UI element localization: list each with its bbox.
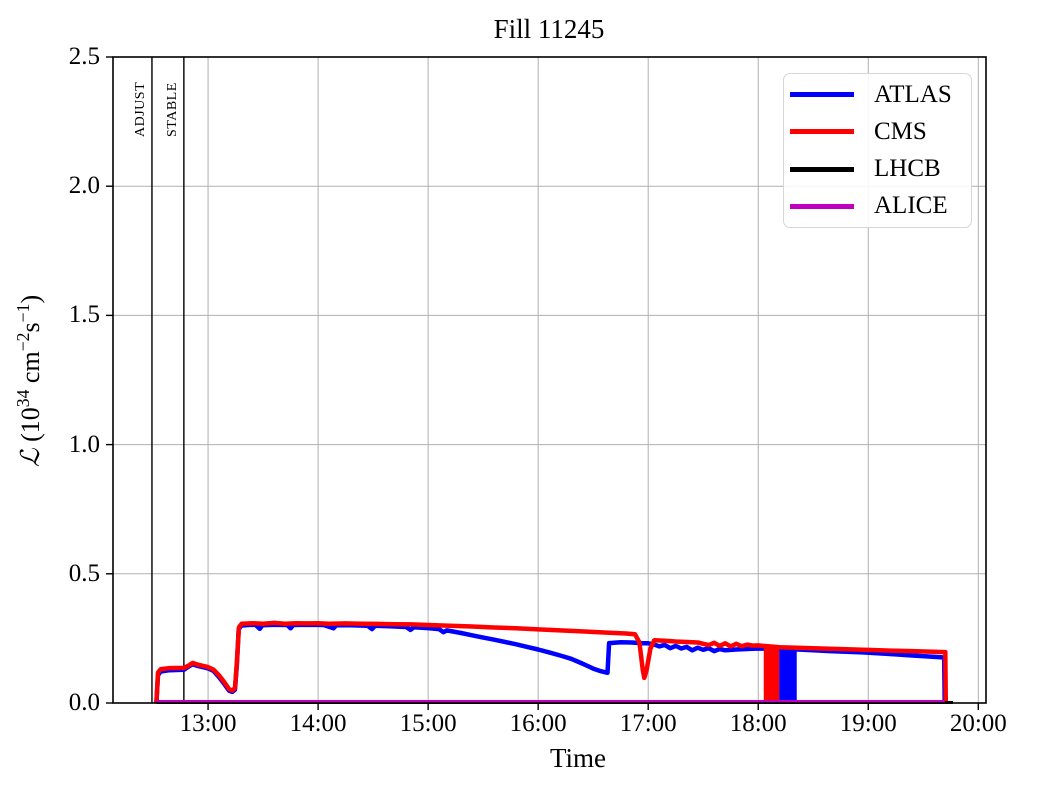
x-tick-label: 15:00 [399,710,457,737]
x-tick-label: 19:00 [839,710,897,737]
legend: ATLAS CMS LHCB ALICE [783,73,972,228]
legend-item-lhcb: LHCB [784,151,971,187]
y-tick-label: 0.5 [68,559,100,587]
legend-label: CMS [874,117,927,145]
x-tick-label: 13:00 [179,710,237,737]
series-line-cms [154,620,949,704]
legend-label: ATLAS [874,80,952,108]
y-tick-label: 1.0 [68,430,100,458]
dropout-band-cms [763,645,780,703]
dropout-band-atlas [779,648,797,703]
y-label-exponent: −2 [13,332,34,352]
x-tick-label: 17:00 [619,710,677,737]
legend-swatch-cms [790,129,854,135]
x-tick-label: 18:00 [729,710,787,737]
y-tick-label: 1.5 [68,301,100,329]
y-tick-label: 2.0 [68,172,100,200]
annotation-label-stable: STABLE [164,82,180,137]
x-tick-label: 14:00 [289,710,347,737]
legend-label: LHCB [874,155,941,183]
y-label-exponent: 34 [13,389,34,408]
y-label-text: cm [16,351,45,390]
legend-item-alice: ALICE [784,188,971,224]
axes-spines [112,56,987,704]
x-tick-label: 16:00 [509,710,567,737]
legend-label: ALICE [874,192,948,220]
legend-swatch-atlas [790,92,854,98]
y-axis-label: ℒ (1034 cm−2s−1) [13,181,50,581]
legend-swatch-lhcb [790,166,854,172]
x-axis-label: Time [549,743,607,773]
y-tick-label: 0.0 [68,689,100,716]
y-tick-label: 2.5 [68,43,100,70]
series-line-atlas [154,622,947,704]
legend-item-atlas: ATLAS [784,77,971,113]
legend-item-cms: CMS [784,114,971,150]
x-tick-label: 20:00 [949,710,1007,737]
legend-swatch-alice [790,203,854,209]
chart-title: Fill 11245 [493,14,605,44]
annotation-label-adjust: ADJUST [132,81,148,137]
